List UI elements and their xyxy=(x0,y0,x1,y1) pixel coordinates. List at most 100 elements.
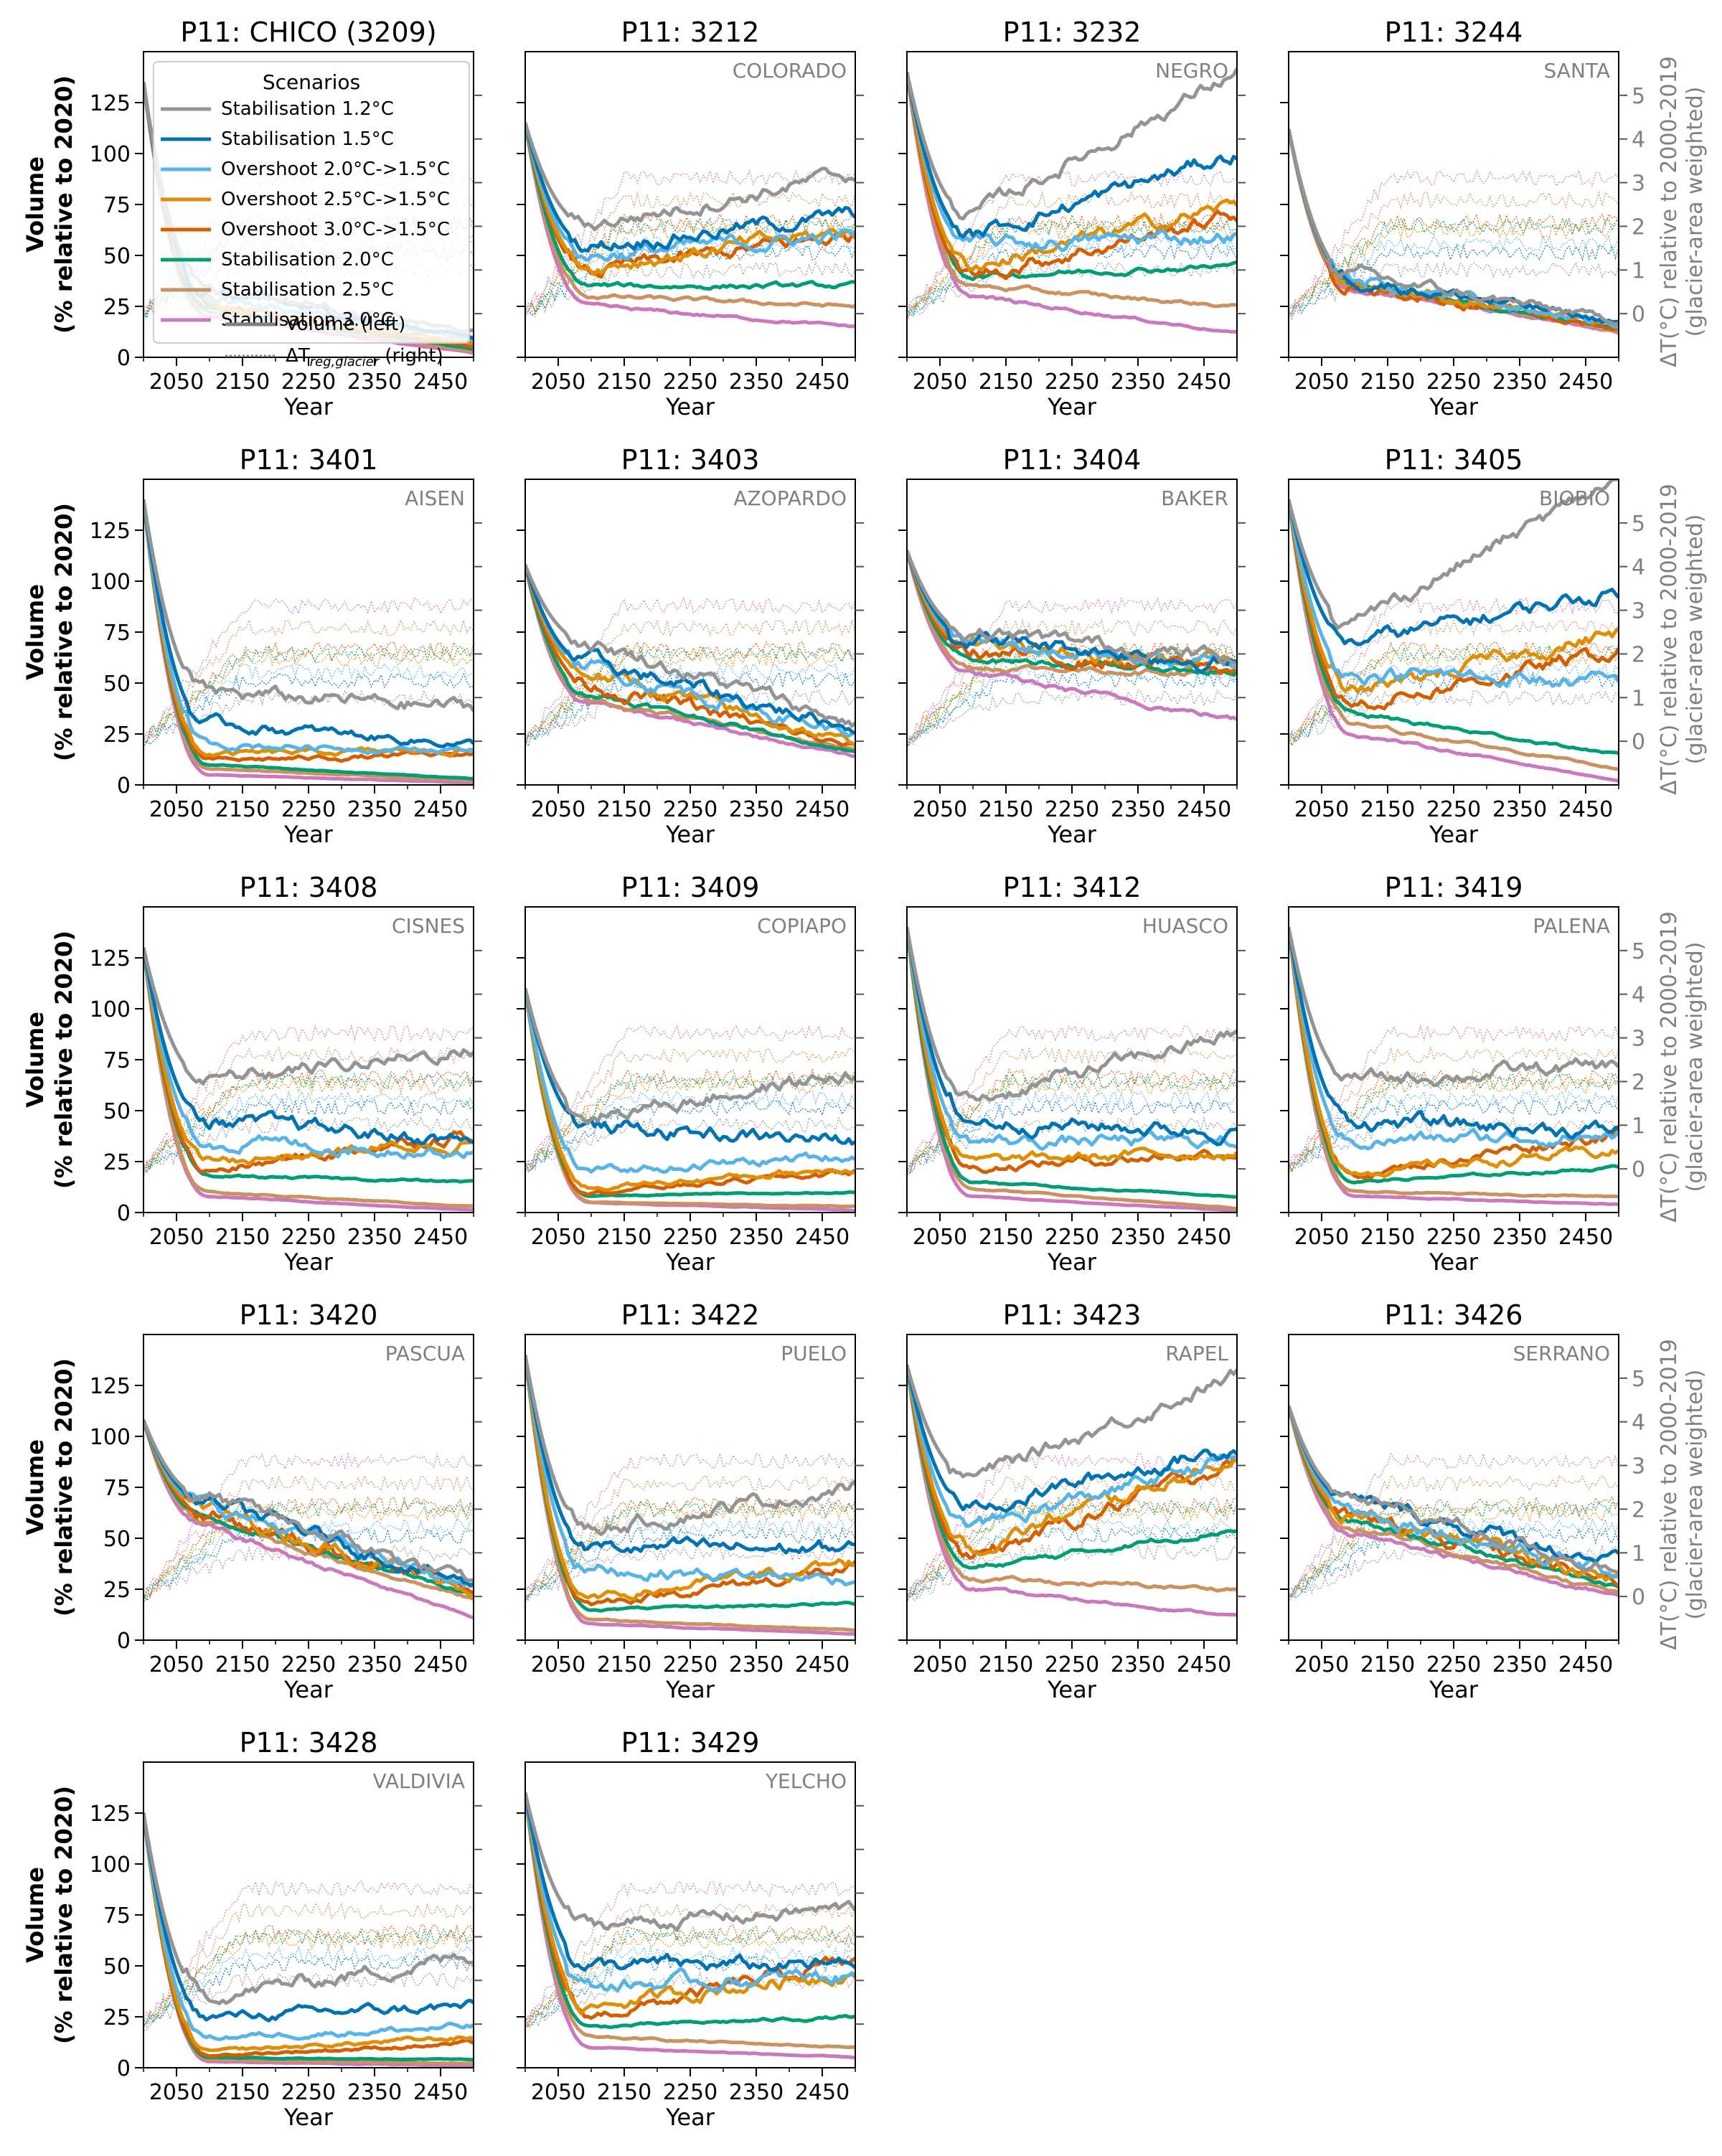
temp-series-4 xyxy=(144,649,474,749)
panel-9: P11: 3408 CISNES 2050 2150 2250 2350 2450 Year 0… xyxy=(22,872,482,1276)
legend-entry: Overshoot 3.0°C->1.5°C xyxy=(221,219,450,240)
temp-series-6 xyxy=(525,217,855,313)
y-axis-label-2: (% relative to 2020) xyxy=(50,75,77,334)
volume-series-6 xyxy=(144,499,474,781)
volume-series-7 xyxy=(525,1355,855,1632)
x-tick-label: 2250 xyxy=(1045,1652,1099,1677)
x-axis-label: Year xyxy=(1047,393,1097,420)
volume-series-5 xyxy=(525,1792,855,2020)
volume-series-6 xyxy=(907,1365,1237,1570)
panel-6: P11: 3403 AZOPARDO 2050 2150 2250 2350 2450 Yea… xyxy=(517,444,864,848)
volume-series-8 xyxy=(144,499,474,785)
x-tick-label: 2250 xyxy=(281,2080,336,2105)
x-tick-label: 2450 xyxy=(1558,1652,1613,1677)
volume-series-8 xyxy=(907,550,1237,721)
x-tick-label: 2050 xyxy=(149,1225,204,1250)
y-tick-label: 0 xyxy=(117,2056,131,2081)
temp-series-3 xyxy=(525,1517,855,1603)
temp-series-2 xyxy=(525,672,855,738)
temp-series-4 xyxy=(907,649,1237,746)
volume-series-2 xyxy=(907,550,1237,674)
volume-series-3 xyxy=(144,499,474,755)
legend-entry: Stabilisation 3.0°C xyxy=(221,309,394,331)
y-axis-label-2: (% relative to 2020) xyxy=(50,1786,77,2044)
y-axis-label: Volume xyxy=(22,1867,49,1963)
right-tick-label: 0 xyxy=(1632,1585,1645,1610)
x-tick-label: 2250 xyxy=(1045,369,1099,395)
plot-area xyxy=(144,1419,474,1620)
temp-series-7 xyxy=(144,1474,474,1594)
volume-series-4 xyxy=(525,988,855,1192)
volume-series-1 xyxy=(525,122,855,232)
x-axis-label: Year xyxy=(1047,1248,1097,1276)
temp-series-7 xyxy=(144,1046,474,1174)
volume-series-1 xyxy=(525,1792,855,1932)
plot-area xyxy=(907,1364,1237,1617)
right-tick-label: 2 xyxy=(1632,215,1645,240)
volume-series-3 xyxy=(525,1792,855,1993)
right-axis-label: ΔT(°C) relative to 2000-2019 xyxy=(1657,56,1682,367)
legend: Scenarios Stabilisation 1.2°C Stabilisatio… xyxy=(153,61,470,369)
region-label: BAKER xyxy=(1161,486,1228,510)
x-tick-label: 2350 xyxy=(1492,369,1547,395)
volume-series-4 xyxy=(1289,1405,1619,1583)
right-tick-label: 2 xyxy=(1632,642,1645,667)
volume-series-7 xyxy=(907,1365,1237,1593)
volume-series-1 xyxy=(144,1419,474,1583)
panel-frame xyxy=(906,1334,1238,1641)
temp-series-8 xyxy=(525,1025,855,1169)
temp-series-8 xyxy=(1289,597,1619,741)
y-tick-label: 125 xyxy=(90,519,131,544)
x-tick-label: 2150 xyxy=(215,1225,270,1250)
right-tick-label: 0 xyxy=(1632,1157,1645,1182)
x-tick-label: 2150 xyxy=(1360,1652,1415,1677)
y-tick-label: 25 xyxy=(103,295,131,320)
plot-area xyxy=(1289,479,1619,783)
x-tick-label: 2050 xyxy=(149,1652,204,1677)
panel-7: P11: 3404 BAKER 2050 2150 2250 2350 2450 Year xyxy=(898,444,1246,848)
temp-series-2 xyxy=(144,1098,474,1174)
panel-12: P11: 3419 PALENA 2050 2150 2250 2350 2450 Year 0… xyxy=(1280,872,1708,1276)
x-tick-label: 2250 xyxy=(1426,1225,1481,1250)
x-tick-label: 2150 xyxy=(1360,369,1415,395)
temp-series-7 xyxy=(144,1901,474,2025)
y-axis-label: Volume xyxy=(22,1012,49,1108)
y-tick-label: 75 xyxy=(103,621,131,646)
x-axis-label: Year xyxy=(283,2104,334,2131)
region-label: PASCUA xyxy=(385,1342,465,1365)
x-tick-label: 2450 xyxy=(795,369,850,395)
plot-area xyxy=(525,1792,855,2060)
right-tick-label: 0 xyxy=(1632,730,1645,755)
x-tick-label: 2150 xyxy=(979,369,1033,395)
volume-series-6 xyxy=(907,927,1237,1199)
panel-title: P11: 3405 xyxy=(1385,444,1523,476)
x-tick-label: 2250 xyxy=(1426,369,1481,395)
volume-series-8 xyxy=(525,564,855,758)
right-tick-label: 4 xyxy=(1632,1411,1645,1436)
volume-series-8 xyxy=(1289,499,1619,783)
right-tick-label: 5 xyxy=(1632,1367,1645,1392)
x-tick-label: 2350 xyxy=(1492,797,1547,822)
legend-style-entry: ΔTreg,glacier (right) xyxy=(286,345,443,369)
temp-series-4 xyxy=(525,1933,855,2029)
x-tick-label: 2450 xyxy=(1558,797,1613,822)
x-tick-label: 2350 xyxy=(347,1652,402,1677)
panel-title: P11: 3401 xyxy=(240,444,378,476)
y-axis-label: Volume xyxy=(22,156,49,253)
y-axis-label-2: (% relative to 2020) xyxy=(50,1358,77,1616)
right-tick-label: 3 xyxy=(1632,599,1645,624)
y-tick-label: 25 xyxy=(103,1578,131,1603)
volume-series-7 xyxy=(1289,499,1619,771)
right-tick-label: 3 xyxy=(1632,1454,1645,1479)
x-tick-label: 2150 xyxy=(597,1225,651,1250)
region-label: COLORADO xyxy=(733,59,847,83)
x-tick-label: 2150 xyxy=(597,797,651,822)
x-tick-label: 2450 xyxy=(795,1225,850,1250)
temp-series-6 xyxy=(1289,1073,1619,1172)
panel-8: P11: 3405 BIOBIO 2050 2150 2250 2350 2450 Year 0… xyxy=(1280,444,1708,848)
temp-series-6 xyxy=(144,1072,474,1174)
temp-series-4 xyxy=(1289,1505,1619,1598)
